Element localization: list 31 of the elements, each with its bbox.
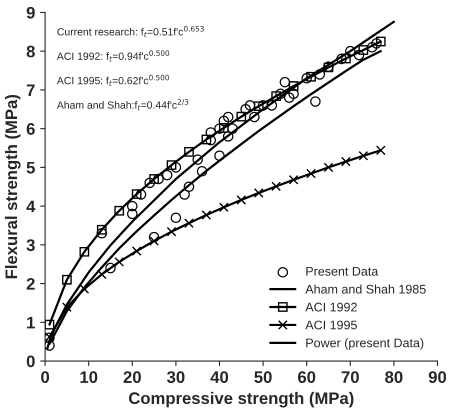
x-tick-label: 40 — [210, 371, 228, 384]
annotation: Current research: f$_{t}$=0.51f'c$^{0.653}$ — [57, 26, 204, 38]
x-tick-label: 30 — [167, 371, 184, 384]
legend-label: Aham and Shah 1985 — [305, 284, 426, 294]
annotation: ACI 1992: f$_{t}$=0.94f'c$^{0.500}$ — [56, 50, 170, 62]
x-tick-label: 70 — [342, 371, 359, 384]
y-tick-label: 7 — [26, 84, 35, 96]
legend-label: ACI 1995 — [305, 320, 357, 330]
legend-label: Present Data — [306, 266, 378, 276]
x-tick-label: 0 — [41, 371, 50, 384]
y-tick-label: 1 — [27, 316, 35, 328]
y-tick-label: 4 — [26, 200, 36, 212]
x-tick-label: 10 — [80, 371, 98, 384]
x-tick-label: 80 — [385, 371, 402, 384]
y-tick-label: 9 — [26, 6, 35, 19]
y-tick-label: 0 — [26, 355, 35, 368]
annotation: Aham and Shah:f$_{t}$=0.44f'c$^{2/3}$ — [56, 99, 188, 110]
y-tick-label: 8 — [26, 46, 35, 58]
x-tick-label: 90 — [428, 371, 446, 384]
x-axis-title: Compressive strength (MPa) — [128, 392, 354, 408]
legend-label: ACI 1992 — [305, 302, 357, 312]
x-tick-label: 60 — [298, 371, 316, 384]
y-tick-label: 2 — [26, 278, 35, 290]
y-axis-title: Flexural strength (MPa) — [4, 94, 21, 278]
annotation: ACI 1995: f$_{t}$=0.62f'c$^{0.500}$ — [56, 74, 169, 86]
x-tick-label: 20 — [124, 371, 141, 384]
legend-label: Power (present Data) — [306, 338, 424, 350]
y-tick-label: 3 — [26, 239, 35, 252]
y-tick-label: 5 — [26, 162, 35, 174]
y-tick-label: 6 — [26, 123, 35, 135]
x-tick-label: 50 — [254, 371, 272, 384]
